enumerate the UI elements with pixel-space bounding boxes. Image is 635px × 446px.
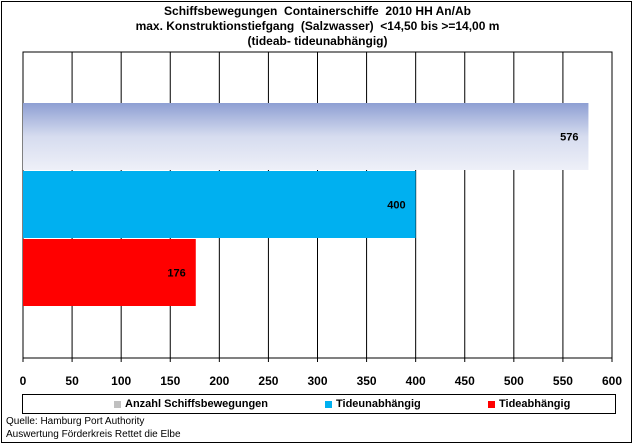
bar-2 (23, 239, 196, 306)
bar-1 (23, 171, 416, 238)
bar-value-label: 400 (387, 200, 405, 212)
x-tick-label: 400 (406, 374, 426, 388)
x-tick-label: 100 (111, 374, 131, 388)
chart-title-line-3: (tideab- tideunabhängig) (247, 34, 388, 48)
x-tick-label: 350 (357, 374, 377, 388)
legend-label-tideabhaengig: Tideabhängig (499, 398, 571, 410)
legend-label-anzahl: Anzahl Schiffsbewegungen (125, 398, 269, 410)
chart-title-line-1: Schiffsbewegungen Containerschiffe 2010 … (164, 4, 471, 18)
x-tick-label: 450 (455, 374, 475, 388)
x-tick-label: 250 (258, 374, 278, 388)
x-tick-label: 550 (553, 374, 573, 388)
bar-0 (23, 103, 589, 170)
legend-swatch-anzahl (114, 400, 121, 408)
x-tick-label: 150 (160, 374, 180, 388)
legend-label-tideunabhaengig: Tideunabhängig (336, 398, 421, 410)
chart-title-line-2: max. Konstruktionstiefgang (Salzwasser) … (135, 19, 500, 33)
legend-item-anzahl: Anzahl Schiffsbewegungen (114, 398, 268, 410)
legend-item-tideunabhaengig: Tideunabhängig (325, 398, 421, 410)
x-tick-label: 600 (602, 374, 622, 388)
bar-value-label: 176 (167, 268, 185, 280)
credit-note: Auswertung Förderkreis Rettet die Elbe (6, 429, 181, 440)
source-note: Quelle: Hamburg Port Authority (6, 416, 145, 427)
legend-swatch-tideunabhaengig (325, 400, 332, 408)
legend-swatch-tideabhaengig (488, 400, 495, 408)
x-tick-label: 500 (504, 374, 524, 388)
legend-item-tideabhaengig: Tideabhängig (488, 398, 570, 410)
bar-value-label: 576 (560, 132, 578, 144)
x-tick-label: 0 (20, 374, 27, 388)
x-tick-label: 300 (307, 374, 327, 388)
x-tick-label: 200 (209, 374, 229, 388)
legend: Anzahl Schiffsbewegungen Tideunabhängig … (22, 394, 616, 414)
x-tick-label: 50 (65, 374, 79, 388)
